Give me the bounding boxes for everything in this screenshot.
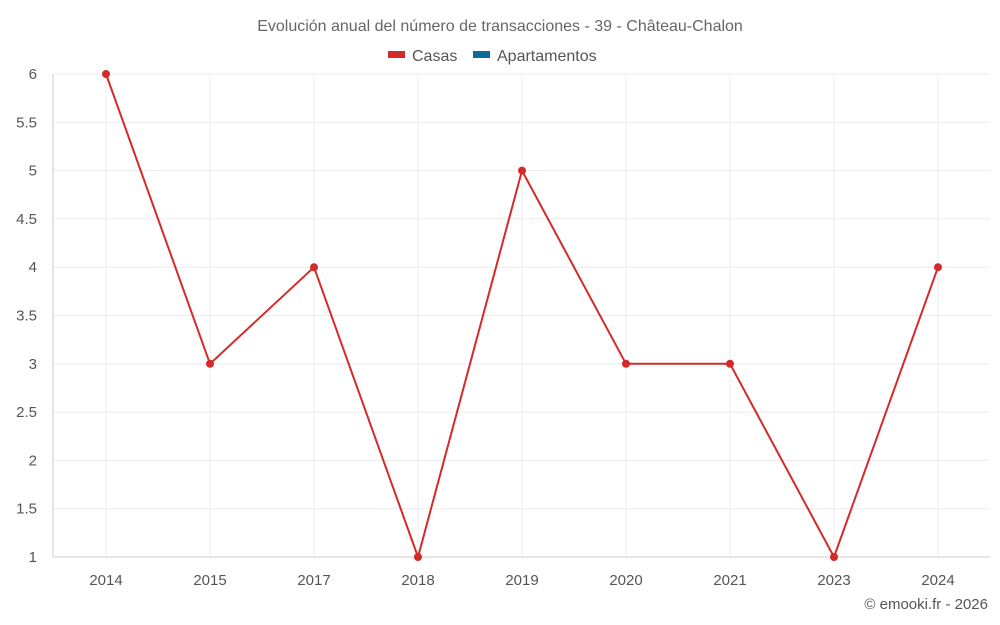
chart-title: Evolución anual del número de transaccio… [257, 18, 743, 35]
y-tick-label: 6 [29, 66, 37, 83]
legend-label-apartamentos[interactable]: Apartamentos [497, 48, 597, 65]
x-tick-label: 2020 [609, 572, 642, 589]
data-point-casas-2020[interactable] [622, 359, 630, 368]
series-casas [102, 70, 942, 561]
y-tick-label: 4.5 [16, 211, 37, 228]
data-point-casas-2019[interactable] [518, 166, 526, 175]
legend-label-casas[interactable]: Casas [412, 48, 457, 65]
data-point-casas-2021[interactable] [726, 359, 734, 368]
x-tick-labels: 2014 2015 2017 2018 2019 2020 2021 2023 2024 [89, 572, 954, 589]
y-tick-label: 5 [29, 163, 37, 180]
data-point-casas-2024[interactable] [934, 263, 942, 272]
x-tick-label: 2024 [921, 572, 954, 589]
y-tick-label: 4 [29, 259, 37, 276]
data-point-casas-2015[interactable] [206, 359, 214, 368]
legend-swatch-apartamentos [473, 51, 490, 58]
data-point-casas-2017[interactable] [310, 263, 318, 272]
x-tick-label: 2021 [713, 572, 746, 589]
x-tick-label: 2023 [817, 572, 850, 589]
x-tick-label: 2018 [401, 572, 434, 589]
legend[interactable]: Casas Apartamentos [388, 48, 597, 65]
x-tick-label: 2014 [89, 572, 122, 589]
grid-lines [53, 73, 990, 558]
legend-swatch-casas [388, 51, 405, 58]
y-tick-label: 2.5 [16, 404, 37, 421]
credit-text: © emooki.fr - 2026 [864, 596, 988, 613]
y-tick-labels: 1 1.5 2 2.5 3 3.5 4 4.5 5 5.5 6 [16, 66, 37, 566]
y-tick-label: 3 [29, 356, 37, 373]
x-tick-label: 2017 [297, 572, 330, 589]
y-tick-label: 3.5 [16, 308, 37, 325]
data-point-casas-2023[interactable] [830, 553, 838, 561]
y-tick-label: 5.5 [16, 114, 37, 131]
y-tick-label: 1.5 [16, 501, 37, 518]
x-tick-label: 2015 [193, 572, 226, 589]
data-point-casas-2014[interactable] [102, 70, 110, 78]
y-tick-label: 1 [29, 549, 37, 566]
data-point-casas-2018[interactable] [414, 553, 422, 561]
y-tick-label: 2 [29, 452, 37, 469]
x-tick-label: 2019 [505, 572, 538, 589]
